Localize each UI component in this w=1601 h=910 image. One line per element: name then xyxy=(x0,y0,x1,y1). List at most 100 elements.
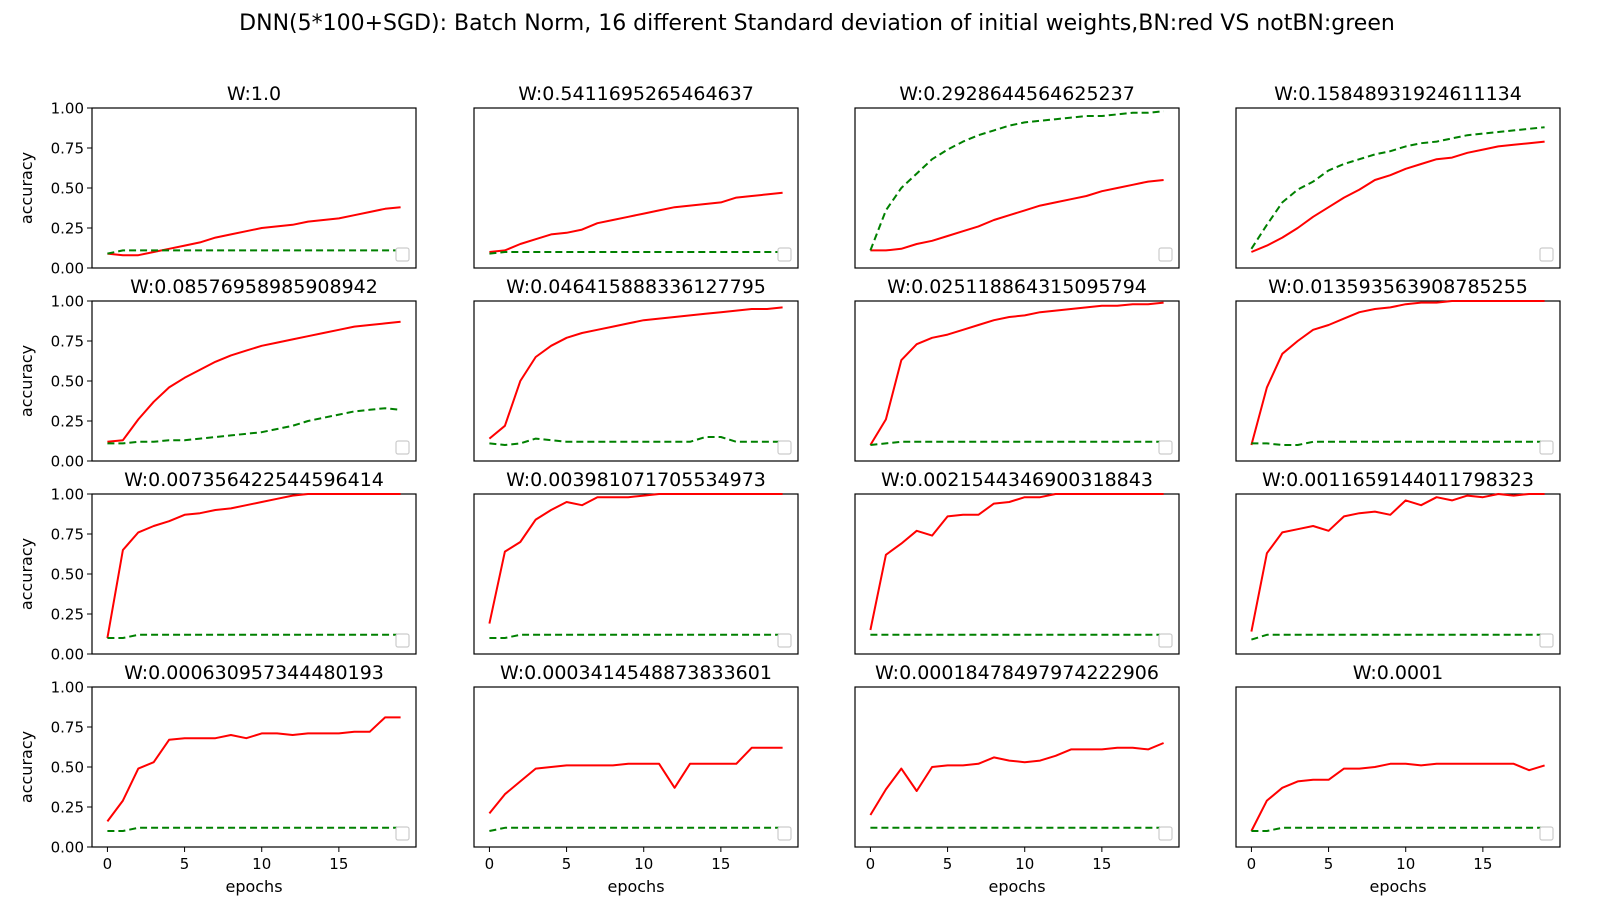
axes-frame xyxy=(473,300,799,462)
axes-frame xyxy=(91,300,417,462)
subplot-title: W:0.000630957344480193 xyxy=(124,662,384,684)
figure-title: DNN(5*100+SGD): Batch Norm, 16 different… xyxy=(239,11,1395,36)
subplot-16: W:0.0001 0 5 10 15 epochs xyxy=(1235,662,1561,896)
subplot-1: W:1.0 0.00 0.25 0.50 0.75 1.00 accuracy xyxy=(17,83,417,278)
y-tick-label: 0.50 xyxy=(51,180,84,198)
bn-series-line xyxy=(107,206,401,257)
bn-series-line xyxy=(1250,762,1545,832)
subplot-title: W:0.08576958985908942 xyxy=(130,276,378,298)
x-tick-label: 5 xyxy=(562,855,572,873)
legend-box xyxy=(777,826,792,841)
subplot-5: W:0.08576958985908942 0.00 0.25 0.50 0.75 1.0… xyxy=(17,276,417,471)
legend-box xyxy=(395,440,410,455)
subplot-grid: W:1.0 0.00 0.25 0.50 0.75 1.00 accuracy W:0.541… xyxy=(17,83,1561,896)
axes-frame xyxy=(1235,493,1561,655)
subplot-title: W:0.5411695265464637 xyxy=(518,83,754,105)
subplot-title: W:0.15848931924611134 xyxy=(1274,83,1522,105)
subplot-6: W:0.046415888336127795 xyxy=(473,276,799,462)
x-axis-label: epochs xyxy=(225,877,282,896)
y-tick-label: 1.00 xyxy=(51,486,84,504)
legend-box xyxy=(1539,633,1554,648)
y-tick-label: 0.75 xyxy=(51,526,84,544)
bn-series-line xyxy=(488,746,783,815)
x-tick-label: 10 xyxy=(634,855,653,873)
subplot-title: W:1.0 xyxy=(227,83,281,105)
bn-series-line xyxy=(869,301,1164,446)
legend-box xyxy=(777,440,792,455)
axes-frame xyxy=(854,493,1180,655)
y-tick-label: 0.25 xyxy=(51,220,84,238)
subplot-4: W:0.15848931924611134 xyxy=(1235,83,1561,269)
x-tick-label: 10 xyxy=(1396,855,1415,873)
subplot-title: W:0.00018478497974222906 xyxy=(875,662,1159,684)
axes-frame xyxy=(1235,686,1561,848)
axes-frame xyxy=(473,493,799,655)
legend-box xyxy=(777,247,792,262)
subplot-title: W:0.007356422544596414 xyxy=(124,469,384,491)
notbn-series-line xyxy=(1250,126,1545,250)
notbn-series-line xyxy=(107,633,401,639)
x-tick-label: 10 xyxy=(1015,855,1034,873)
x-tick-label: 0 xyxy=(866,855,876,873)
bn-series-line xyxy=(1250,493,1545,632)
subplot-12: W:0.0011659144011798323 xyxy=(1235,469,1561,655)
axes-frame xyxy=(1235,107,1561,269)
y-tick-label: 0.75 xyxy=(51,719,84,737)
legend-box xyxy=(1539,826,1554,841)
axes-frame xyxy=(854,107,1180,269)
axes-frame xyxy=(91,686,417,848)
notbn-series-line xyxy=(870,440,1164,446)
y-tick-label: 0.00 xyxy=(51,260,84,278)
bn-series-line xyxy=(106,716,401,822)
x-axis-label: epochs xyxy=(1369,877,1426,896)
x-tick-label: 5 xyxy=(943,855,953,873)
x-tick-label: 0 xyxy=(103,855,113,873)
subplot-title: W:0.0003414548873833601 xyxy=(500,662,772,684)
legend-box xyxy=(777,633,792,648)
y-tick-label: 0.50 xyxy=(51,373,84,391)
subplot-title: W:0.013593563908785255 xyxy=(1268,276,1528,298)
subplot-15: W:0.00018478497974222906 0 5 10 15 epochs xyxy=(854,662,1180,896)
y-tick-label: 0.00 xyxy=(51,453,84,471)
x-axis-label: epochs xyxy=(988,877,1045,896)
notbn-series-line xyxy=(489,436,783,446)
axes-frame xyxy=(91,107,417,269)
x-tick-label: 0 xyxy=(485,855,495,873)
bn-series-line xyxy=(489,191,783,253)
bn-series-line xyxy=(1251,140,1545,253)
subplot-2: W:0.5411695265464637 xyxy=(473,83,799,269)
notbn-series-line xyxy=(489,826,783,832)
y-tick-label: 0.75 xyxy=(51,140,84,158)
subplot-7: W:0.025118864315095794 xyxy=(854,276,1180,462)
subplot-14: W:0.0003414548873833601 0 5 10 15 epochs xyxy=(473,662,799,896)
x-tick-label: 10 xyxy=(252,855,271,873)
notbn-series-line xyxy=(869,110,1164,251)
x-axis-label: epochs xyxy=(607,877,664,896)
x-tick-label: 15 xyxy=(329,855,348,873)
x-tick-label: 15 xyxy=(1473,855,1492,873)
y-tick-label: 0.50 xyxy=(51,566,84,584)
bn-series-line xyxy=(107,320,401,443)
bn-series-line xyxy=(106,493,401,639)
bn-series-line xyxy=(869,493,1164,631)
legend-box xyxy=(1539,440,1554,455)
y-axis-label: accuracy xyxy=(17,538,36,610)
legend-box xyxy=(1158,247,1173,262)
subplot-title: W:0.025118864315095794 xyxy=(887,276,1147,298)
y-tick-label: 0.00 xyxy=(51,839,84,857)
legend-box xyxy=(395,633,410,648)
x-tick-label: 5 xyxy=(1324,855,1334,873)
bn-series-line xyxy=(488,306,783,440)
notbn-series-line xyxy=(107,407,401,445)
y-tick-label: 0.75 xyxy=(51,333,84,351)
notbn-series-line xyxy=(107,249,401,255)
axes-frame xyxy=(473,686,799,848)
subplot-title: W:0.0011659144011798323 xyxy=(1262,469,1534,491)
notbn-series-line xyxy=(1251,440,1545,446)
axes-frame xyxy=(91,493,417,655)
notbn-series-line xyxy=(107,826,401,832)
y-tick-label: 1.00 xyxy=(51,100,84,118)
y-tick-label: 0.50 xyxy=(51,759,84,777)
y-tick-label: 0.00 xyxy=(51,646,84,664)
